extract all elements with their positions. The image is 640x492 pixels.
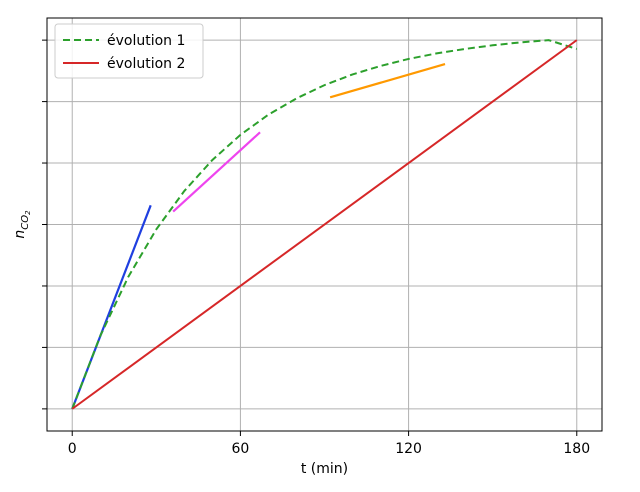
y-axis-label-main: n bbox=[12, 230, 28, 239]
grid-layer bbox=[47, 18, 602, 431]
series-line-2 bbox=[71, 39, 578, 410]
y-axis-label: nCO2 bbox=[12, 210, 32, 239]
x-tick-label: 0 bbox=[68, 441, 77, 457]
tangent-line bbox=[329, 63, 446, 99]
legend-label: évolution 2 bbox=[107, 56, 185, 72]
legend-label: évolution 1 bbox=[107, 33, 185, 49]
series-line-1 bbox=[71, 39, 578, 410]
tangent-line bbox=[172, 131, 261, 213]
legend-box bbox=[54, 23, 204, 79]
legend: évolution 1 évolution 2 bbox=[54, 23, 204, 79]
series-layer bbox=[71, 39, 578, 410]
y-axis-label-sub: CO bbox=[20, 215, 31, 230]
y-axis-label-subsub: 2 bbox=[24, 210, 32, 215]
x-tick-label: 60 bbox=[231, 441, 249, 457]
svg-text:nCO2: nCO2 bbox=[12, 210, 32, 239]
x-axis-label: t (min) bbox=[301, 461, 348, 477]
x-tick-label: 120 bbox=[395, 441, 422, 457]
x-tick-label: 180 bbox=[563, 441, 590, 457]
tick-layer: 0 60 120 180 bbox=[42, 39, 590, 457]
